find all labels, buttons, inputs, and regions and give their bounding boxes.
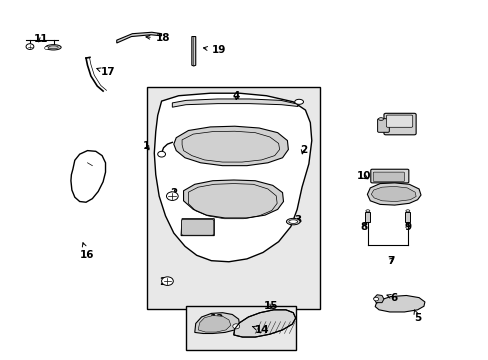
Polygon shape	[71, 150, 105, 202]
Circle shape	[26, 44, 34, 49]
Circle shape	[373, 297, 378, 301]
Ellipse shape	[294, 99, 303, 104]
Polygon shape	[117, 32, 161, 43]
Polygon shape	[198, 316, 230, 332]
FancyBboxPatch shape	[372, 172, 404, 181]
Text: 4: 4	[232, 91, 240, 101]
Text: 19: 19	[203, 45, 225, 55]
Polygon shape	[181, 219, 214, 235]
Polygon shape	[370, 186, 415, 202]
Bar	[405, 212, 409, 222]
Bar	[147, 87, 320, 309]
Circle shape	[232, 324, 239, 329]
Polygon shape	[374, 296, 424, 312]
Text: 2: 2	[170, 188, 177, 198]
Ellipse shape	[405, 210, 409, 212]
FancyBboxPatch shape	[386, 115, 412, 127]
Text: 12: 12	[395, 116, 409, 126]
Ellipse shape	[286, 219, 300, 225]
Text: 9: 9	[403, 222, 410, 231]
Polygon shape	[373, 295, 383, 303]
Text: 15: 15	[264, 301, 278, 311]
Polygon shape	[183, 180, 283, 218]
Text: 16: 16	[80, 243, 94, 260]
Polygon shape	[191, 37, 195, 66]
Text: 6: 6	[386, 293, 397, 303]
Text: 5: 5	[413, 310, 420, 323]
Bar	[365, 212, 369, 222]
Circle shape	[158, 151, 165, 157]
Text: 2: 2	[159, 277, 166, 287]
Text: 10: 10	[356, 171, 370, 181]
Circle shape	[161, 277, 173, 285]
Text: 13: 13	[209, 314, 224, 324]
Text: 14: 14	[252, 325, 269, 335]
Ellipse shape	[288, 220, 297, 224]
Circle shape	[166, 192, 178, 201]
FancyBboxPatch shape	[383, 113, 415, 135]
Text: 2: 2	[299, 144, 306, 154]
FancyBboxPatch shape	[181, 220, 213, 235]
Text: 17: 17	[97, 67, 115, 77]
Polygon shape	[233, 310, 295, 337]
Polygon shape	[173, 126, 288, 166]
FancyBboxPatch shape	[377, 119, 388, 132]
Polygon shape	[366, 183, 420, 205]
Text: 3: 3	[294, 215, 302, 225]
Bar	[185, 306, 295, 350]
Polygon shape	[172, 99, 298, 107]
Text: 8: 8	[360, 222, 367, 231]
Text: 11: 11	[34, 35, 48, 44]
Text: 1: 1	[143, 141, 150, 151]
Ellipse shape	[378, 118, 383, 121]
Polygon shape	[194, 313, 239, 333]
FancyBboxPatch shape	[370, 169, 408, 183]
Ellipse shape	[365, 210, 369, 212]
Text: 7: 7	[386, 256, 393, 266]
Text: 18: 18	[145, 33, 170, 43]
Ellipse shape	[45, 45, 61, 50]
Polygon shape	[154, 93, 311, 262]
Circle shape	[44, 46, 48, 49]
